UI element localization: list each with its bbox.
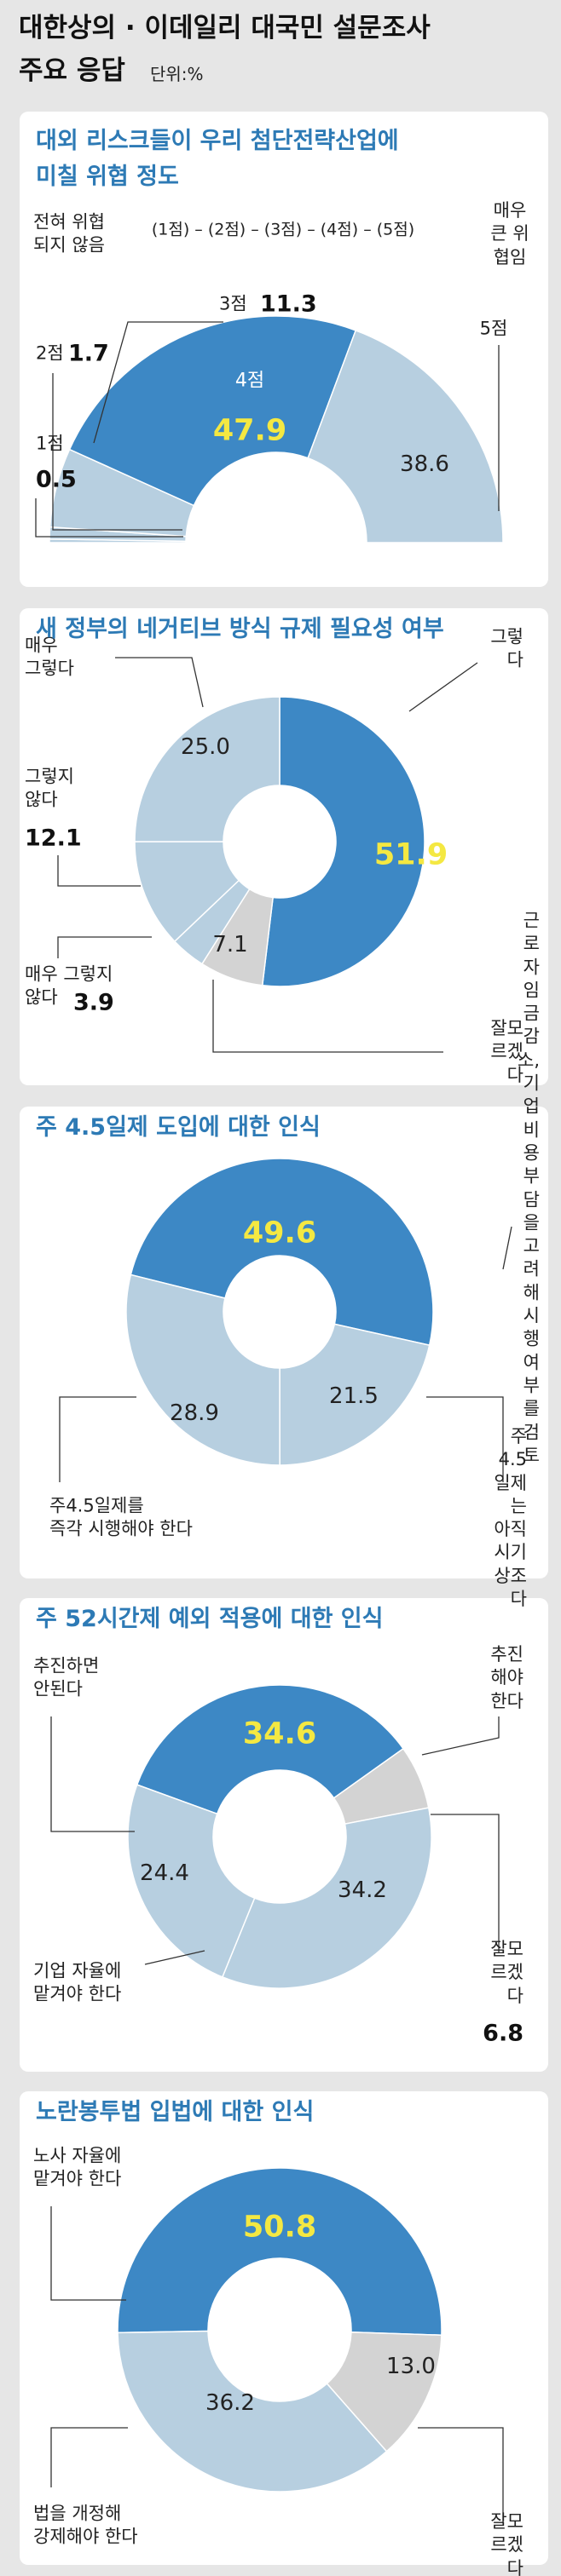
panel-title: 새 정부의 네거티브 방식 규제 필요성 여부 [36, 616, 444, 642]
value-label: 1.7 [68, 340, 109, 367]
scale-high: 매우 큰 위협임 [490, 200, 529, 267]
donut-segment [125, 1274, 280, 1466]
category-label: 매우 그렇지 않다 [25, 963, 113, 1008]
scale-steps: (1점) – (2점) – (3점) – (4점) – (5점) [151, 220, 415, 239]
leader-line [115, 657, 204, 708]
category-label: 잘모르겠다 [490, 1939, 523, 2006]
category-label: 3점 [219, 293, 247, 314]
category-label: 4점 [234, 370, 265, 392]
unit-label: 단위:% [150, 64, 204, 84]
donut-segment [68, 315, 357, 507]
donut-segment [326, 2331, 442, 2452]
leader-line [50, 2427, 128, 2487]
leader-line [212, 980, 443, 1053]
category-label: 기업 자율에 맡겨야 한다 [33, 1960, 122, 2004]
leader-line [50, 1716, 135, 1832]
value-label: 50.8 [242, 2210, 317, 2245]
value-label: 24.4 [140, 1860, 189, 1887]
value-label: 47.9 [212, 413, 287, 448]
panel-title: 대외 리스크들이 우리 첨단전략산업에 미칠 위협 정도 [36, 128, 399, 190]
category-label: 노사 자율에 맡겨야 한다 [33, 2145, 122, 2189]
value-label: 21.5 [329, 1383, 379, 1410]
leader-line [418, 2427, 504, 2523]
panel [20, 1107, 548, 1578]
category-label: 근로자 임금감소, 기업 비용부담을 고려해 시행 여부를 검토 [518, 910, 541, 1466]
panel [20, 608, 548, 1085]
leader-line [57, 936, 152, 958]
category-label: 그렇다 [490, 626, 523, 670]
leader-line [50, 2206, 126, 2301]
category-label: 추진하면 안된다 [33, 1655, 100, 1699]
donut-segment [127, 1784, 256, 1978]
value-label: 0.5 [36, 466, 77, 493]
donut-segment [307, 329, 504, 543]
category-label: 잘모르겠다 [490, 2511, 523, 2576]
value-label: 51.9 [373, 837, 448, 872]
category-label: 주4.5일제를 즉각 시행해야 한다 [49, 1495, 193, 1539]
value-label: 6.8 [483, 2020, 523, 2047]
leader-line [421, 1716, 500, 1756]
donut-segment [221, 1807, 432, 1989]
leader-line [57, 855, 141, 887]
value-label: 11.3 [260, 290, 317, 318]
leader-line [426, 1396, 504, 1482]
value-label: 34.2 [338, 1877, 387, 1904]
panel-title: 주 4.5일제 도입에 대한 인식 [36, 1114, 321, 1141]
leader-line [144, 1950, 205, 1965]
value-label: 38.6 [400, 451, 449, 478]
category-label: 그렇지 않다 [25, 766, 74, 810]
category-label: 법을 개정해 강제해야 한다 [33, 2503, 138, 2547]
category-label: 5점 [479, 318, 508, 339]
value-label: 3.9 [73, 989, 114, 1016]
leader-line [35, 498, 183, 538]
leader-line [431, 1814, 500, 1952]
scale-low: 전혀 위협 되지 않음 [33, 211, 105, 256]
category-label: 잘모르겠다 [490, 1018, 523, 1085]
leader-line [408, 662, 478, 712]
category-label: 매우 그렇다 [25, 635, 74, 679]
donut-segment [130, 1158, 434, 1347]
value-label: 25.0 [181, 734, 230, 761]
panel-title: 주 52시간제 예외 적용에 대한 인식 [36, 1606, 384, 1632]
donut-segment [134, 696, 280, 842]
donut-segment [279, 1323, 431, 1466]
donut-segment [117, 2167, 442, 2337]
leader-line [502, 1226, 512, 1270]
value-label: 12.1 [25, 825, 82, 852]
leader-line [93, 321, 223, 444]
category-label: 1점 [36, 433, 64, 454]
category-label: 추진 해야한다 [490, 1644, 523, 1711]
value-label: 49.6 [242, 1216, 317, 1251]
page-title: 대한상의 · 이데일리 대국민 설문조사 주요 응답 [19, 13, 431, 86]
donut-segment [117, 2330, 388, 2493]
value-label: 36.2 [205, 2390, 255, 2417]
value-label: 34.6 [242, 1716, 317, 1751]
value-label: 28.9 [170, 1400, 219, 1427]
donut-segment [261, 696, 425, 987]
panel [20, 2091, 548, 2565]
leader-line [59, 1396, 136, 1482]
leader-line [52, 373, 182, 531]
category-label: 주4.5일제는 아직 시기상조다 [494, 1425, 527, 1609]
panel [20, 1598, 548, 2072]
value-label: 7.1 [212, 932, 248, 958]
value-label: 13.0 [386, 2354, 436, 2380]
panel-title: 노란봉투법 입법에 대한 인식 [36, 2099, 315, 2125]
category-label: 2점 [36, 342, 64, 364]
donut-segment [136, 1684, 405, 1815]
